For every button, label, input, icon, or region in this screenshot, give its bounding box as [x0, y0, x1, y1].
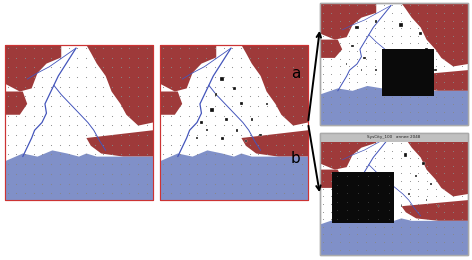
- Bar: [225, 118, 228, 121]
- Polygon shape: [401, 133, 468, 197]
- Polygon shape: [241, 45, 308, 126]
- Polygon shape: [320, 216, 468, 255]
- Polygon shape: [160, 45, 216, 92]
- Polygon shape: [320, 40, 342, 58]
- Polygon shape: [401, 70, 468, 91]
- Polygon shape: [320, 170, 342, 188]
- Polygon shape: [401, 3, 468, 67]
- Bar: [438, 205, 439, 207]
- Bar: [346, 63, 347, 65]
- Bar: [215, 93, 218, 96]
- Bar: [425, 48, 428, 50]
- Bar: [245, 140, 247, 142]
- Bar: [401, 205, 402, 207]
- Bar: [260, 134, 262, 136]
- Polygon shape: [86, 130, 153, 157]
- Polygon shape: [320, 3, 376, 40]
- Bar: [220, 136, 224, 140]
- Bar: [404, 153, 407, 157]
- Bar: [320, 3, 468, 125]
- Bar: [206, 129, 208, 131]
- Bar: [430, 183, 432, 185]
- Bar: [363, 57, 366, 59]
- Bar: [5, 45, 153, 200]
- Polygon shape: [320, 86, 468, 125]
- Bar: [320, 3, 468, 125]
- Polygon shape: [5, 92, 27, 115]
- Bar: [220, 77, 224, 81]
- Text: a: a: [291, 66, 301, 81]
- Bar: [240, 102, 243, 105]
- Bar: [426, 199, 427, 201]
- Bar: [200, 121, 202, 124]
- Bar: [375, 69, 377, 71]
- Polygon shape: [5, 45, 61, 92]
- Bar: [196, 137, 198, 139]
- Text: SysCity_100   annee 2048: SysCity_100 annee 2048: [367, 135, 421, 139]
- Bar: [355, 26, 359, 29]
- Bar: [361, 69, 362, 71]
- Bar: [210, 108, 214, 112]
- Bar: [332, 172, 394, 223]
- Bar: [251, 118, 253, 121]
- Polygon shape: [401, 200, 468, 221]
- Polygon shape: [320, 133, 376, 170]
- Bar: [233, 87, 236, 90]
- Polygon shape: [160, 92, 182, 115]
- Bar: [320, 133, 468, 142]
- Bar: [5, 45, 153, 200]
- Bar: [419, 32, 422, 35]
- Polygon shape: [160, 150, 308, 200]
- Bar: [382, 49, 434, 96]
- Bar: [351, 44, 354, 47]
- Bar: [236, 129, 238, 132]
- Polygon shape: [86, 45, 153, 126]
- Bar: [266, 103, 268, 105]
- Bar: [320, 133, 468, 255]
- Bar: [422, 162, 425, 165]
- Polygon shape: [241, 130, 308, 157]
- Bar: [408, 193, 410, 195]
- Bar: [349, 78, 350, 80]
- Bar: [415, 174, 417, 177]
- Bar: [375, 20, 378, 23]
- Polygon shape: [5, 150, 153, 200]
- Bar: [160, 45, 308, 200]
- Text: b: b: [291, 151, 301, 166]
- Bar: [434, 69, 437, 71]
- Bar: [399, 23, 404, 27]
- Bar: [160, 45, 308, 200]
- Bar: [320, 133, 468, 255]
